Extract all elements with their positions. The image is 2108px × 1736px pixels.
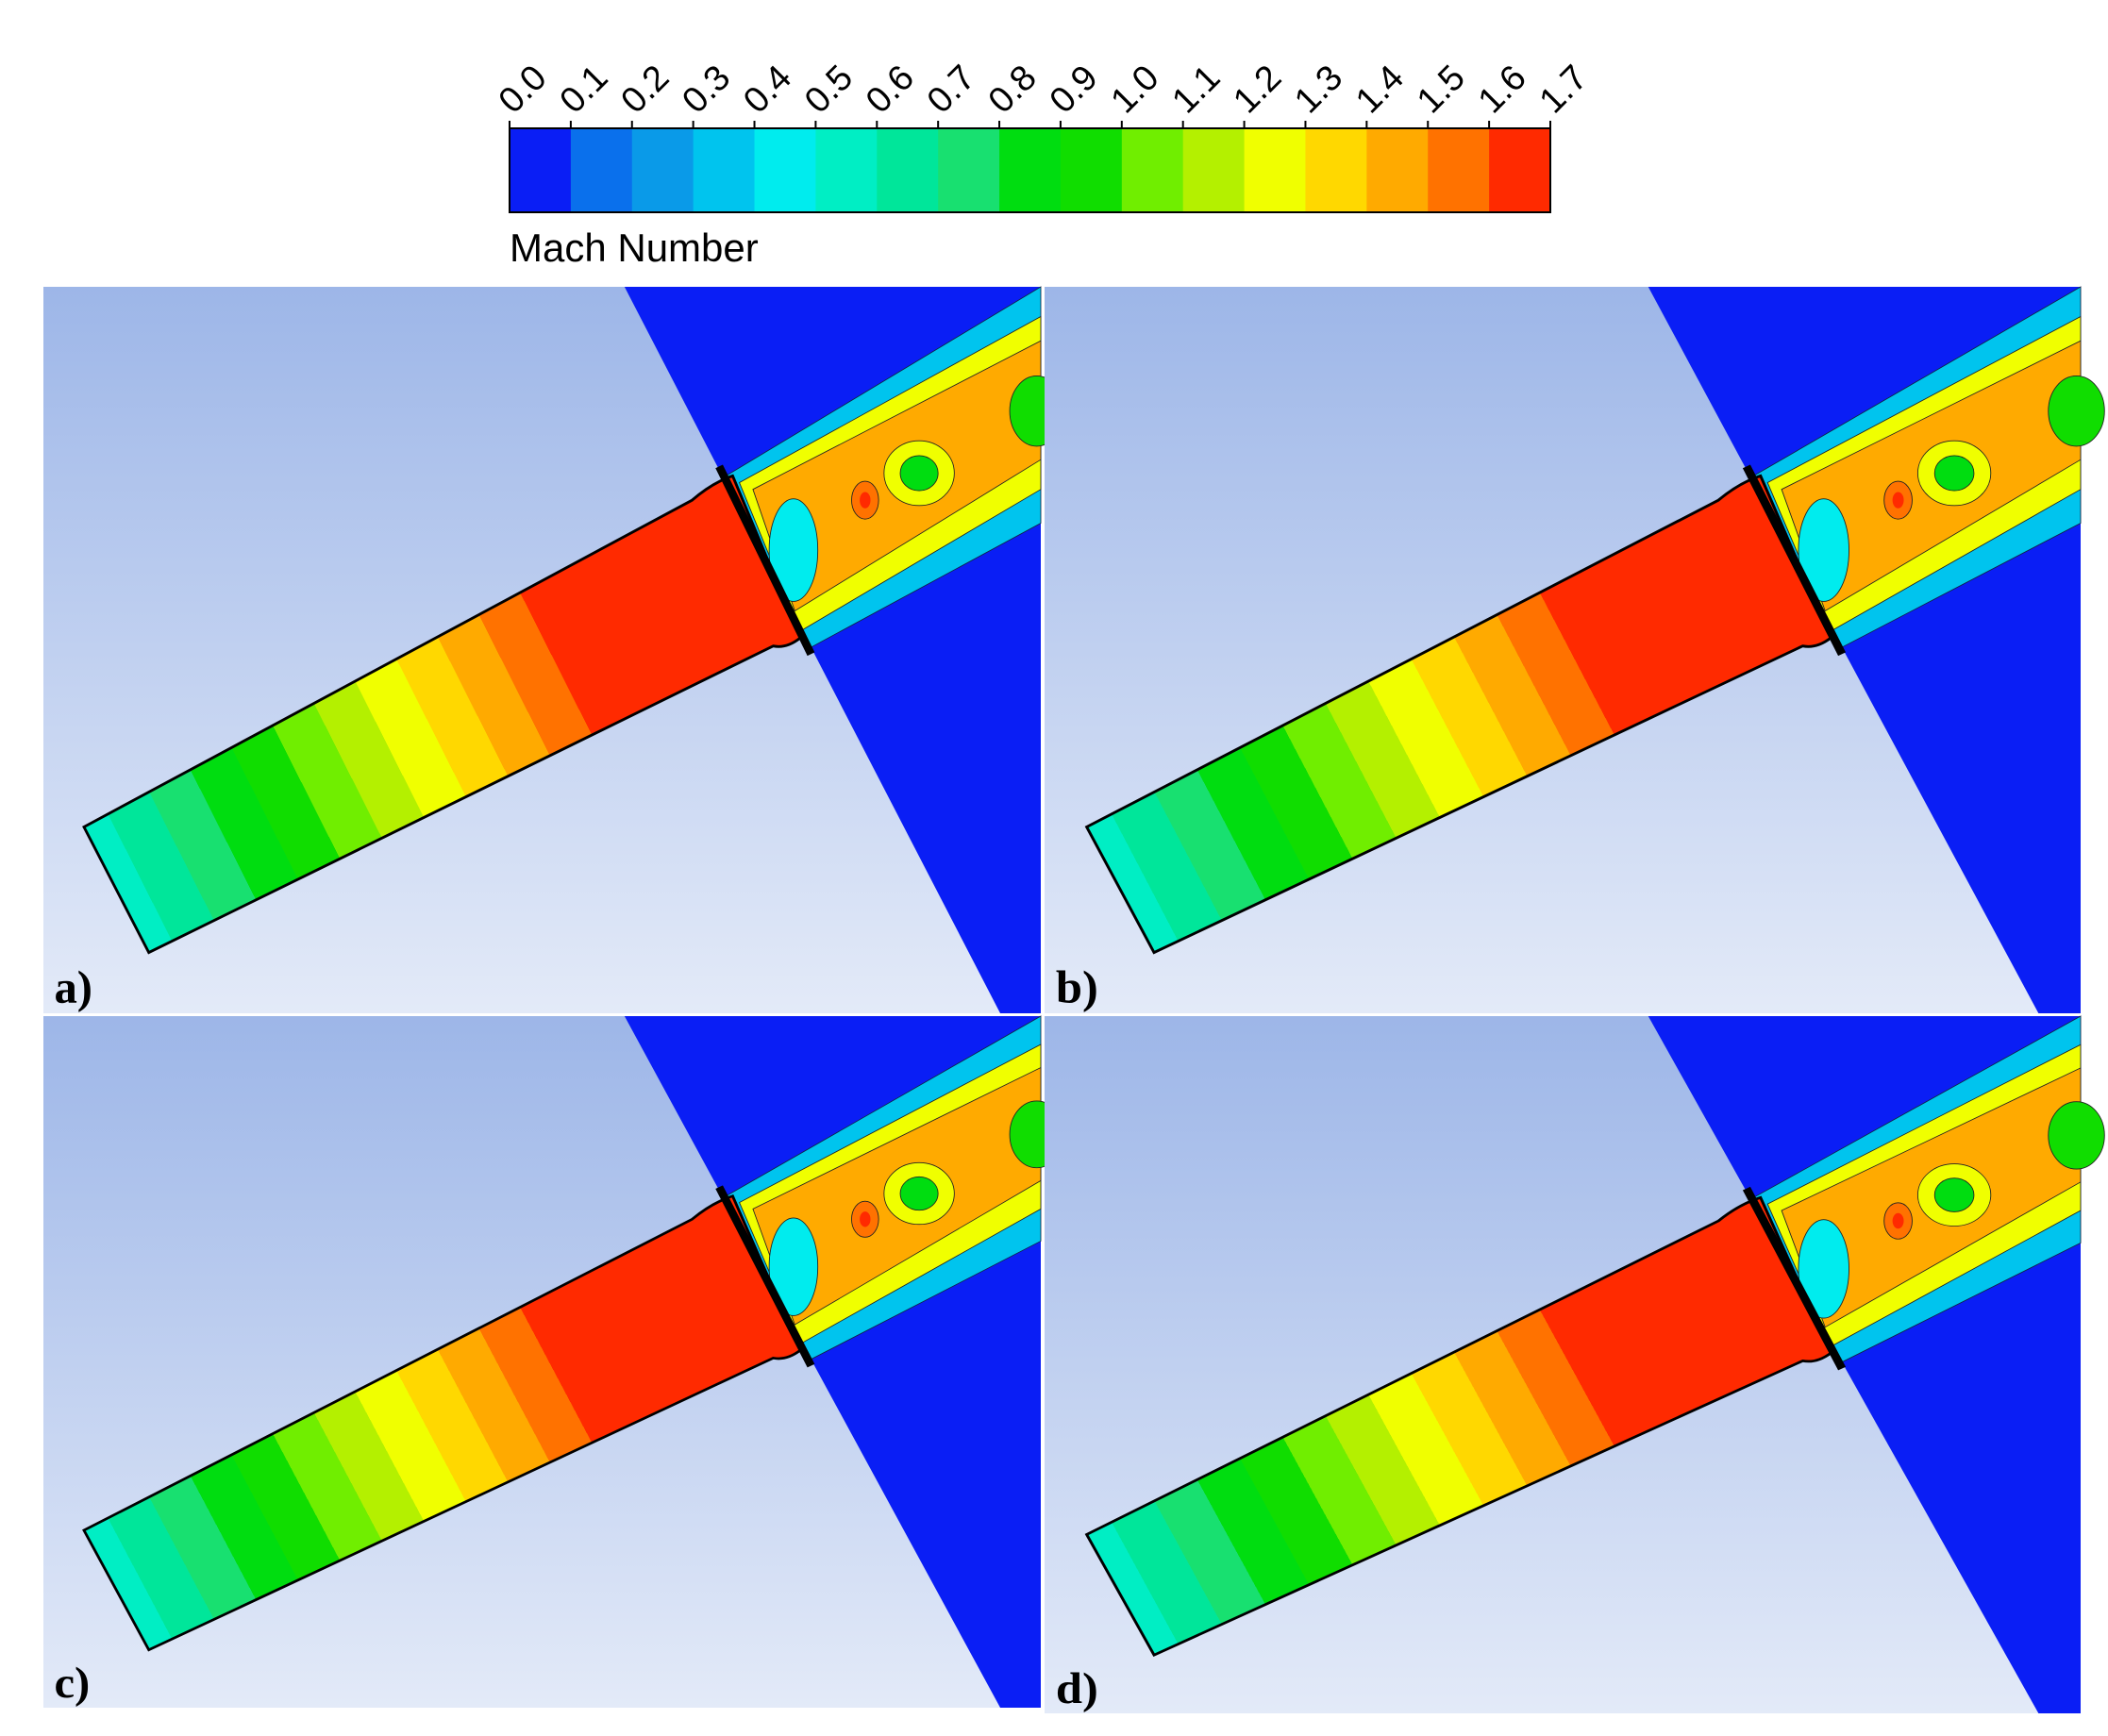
colorbar-tick-label: 0.0: [492, 58, 555, 121]
colorbar-tick-label: 0.4: [736, 58, 799, 121]
jet-cell: [860, 1211, 871, 1227]
colorbar-tick-label: 0.2: [613, 58, 677, 121]
jet-cell: [860, 492, 871, 509]
jet-cell: [2048, 1101, 2105, 1170]
colorbar-band: [1182, 128, 1246, 212]
colorbar-frame: [509, 127, 1551, 213]
colorbar-tick-label: 1.1: [1164, 58, 1228, 121]
panel: d): [1045, 1015, 2105, 1713]
colorbar-tick-label: 0.5: [797, 58, 861, 121]
jet-cell: [1933, 1177, 1975, 1212]
jet-cell: [2048, 376, 2105, 447]
colorbar-band: [754, 128, 816, 212]
colorbar-band: [510, 128, 572, 212]
panel-label: d): [1056, 1664, 1098, 1713]
panel: a): [43, 286, 1064, 1013]
colorbar-tick-label: 0.6: [859, 58, 922, 121]
nozzle-exit: [1742, 1186, 1847, 1371]
colorbar-band: [1121, 128, 1184, 212]
nozzle-exit: [715, 1185, 815, 1368]
jet-cell: [1798, 498, 1849, 602]
colorbar-tick-label: 1.4: [1348, 58, 1412, 121]
colorbar-band: [1366, 128, 1429, 212]
jet-cell: [1892, 492, 1904, 509]
jet-cell: [899, 455, 939, 492]
panel-label: b): [1056, 961, 1098, 1012]
colorbar-band: [631, 128, 694, 212]
colorbar-tick-label: 0.7: [920, 58, 983, 121]
panel-label: a): [54, 962, 92, 1013]
colorbar-band: [1244, 128, 1306, 212]
colorbar-band: [693, 128, 756, 212]
colorbar-band: [877, 128, 939, 212]
colorbar-tick-label: 1.5: [1410, 58, 1473, 121]
colorbar-band: [570, 128, 633, 212]
colorbar-tick-label: 1.2: [1226, 58, 1289, 121]
jet-cell: [768, 1217, 819, 1316]
colorbar-tick-label: 0.8: [981, 58, 1045, 121]
colorbar-tick-label: 1.7: [1532, 58, 1596, 121]
colorbar-tick-label: 1.3: [1287, 58, 1350, 121]
colorbar-title: Mach Number: [510, 225, 759, 270]
colorbar-band: [999, 128, 1062, 212]
colorbar-tick-label: 0.9: [1043, 58, 1106, 121]
jet-cell: [899, 1176, 939, 1211]
jet-cell: [1933, 455, 1975, 492]
panel-label: c): [54, 1660, 90, 1708]
nozzle-exit: [715, 464, 815, 657]
colorbar-tick-label: 0.1: [553, 58, 616, 121]
nozzle-exit: [1742, 464, 1847, 657]
colorbar-band: [1489, 128, 1551, 212]
jet-cell: [1798, 1219, 1849, 1319]
panel: c): [43, 1015, 1064, 1708]
jet-cell: [768, 498, 819, 602]
colorbar-tick-label: 0.3: [675, 58, 738, 121]
colorbar-band: [1428, 128, 1490, 212]
colorbar-band: [1305, 128, 1367, 212]
colorbar-tick-label: 1.6: [1471, 58, 1534, 121]
colorbar-band: [938, 128, 1000, 212]
colorbar-band: [815, 128, 878, 212]
panel: b): [1045, 286, 2105, 1013]
jet-cell: [1892, 1212, 1904, 1229]
colorbar-tick-label: 1.0: [1103, 58, 1166, 121]
colorbar-band: [1060, 128, 1123, 212]
